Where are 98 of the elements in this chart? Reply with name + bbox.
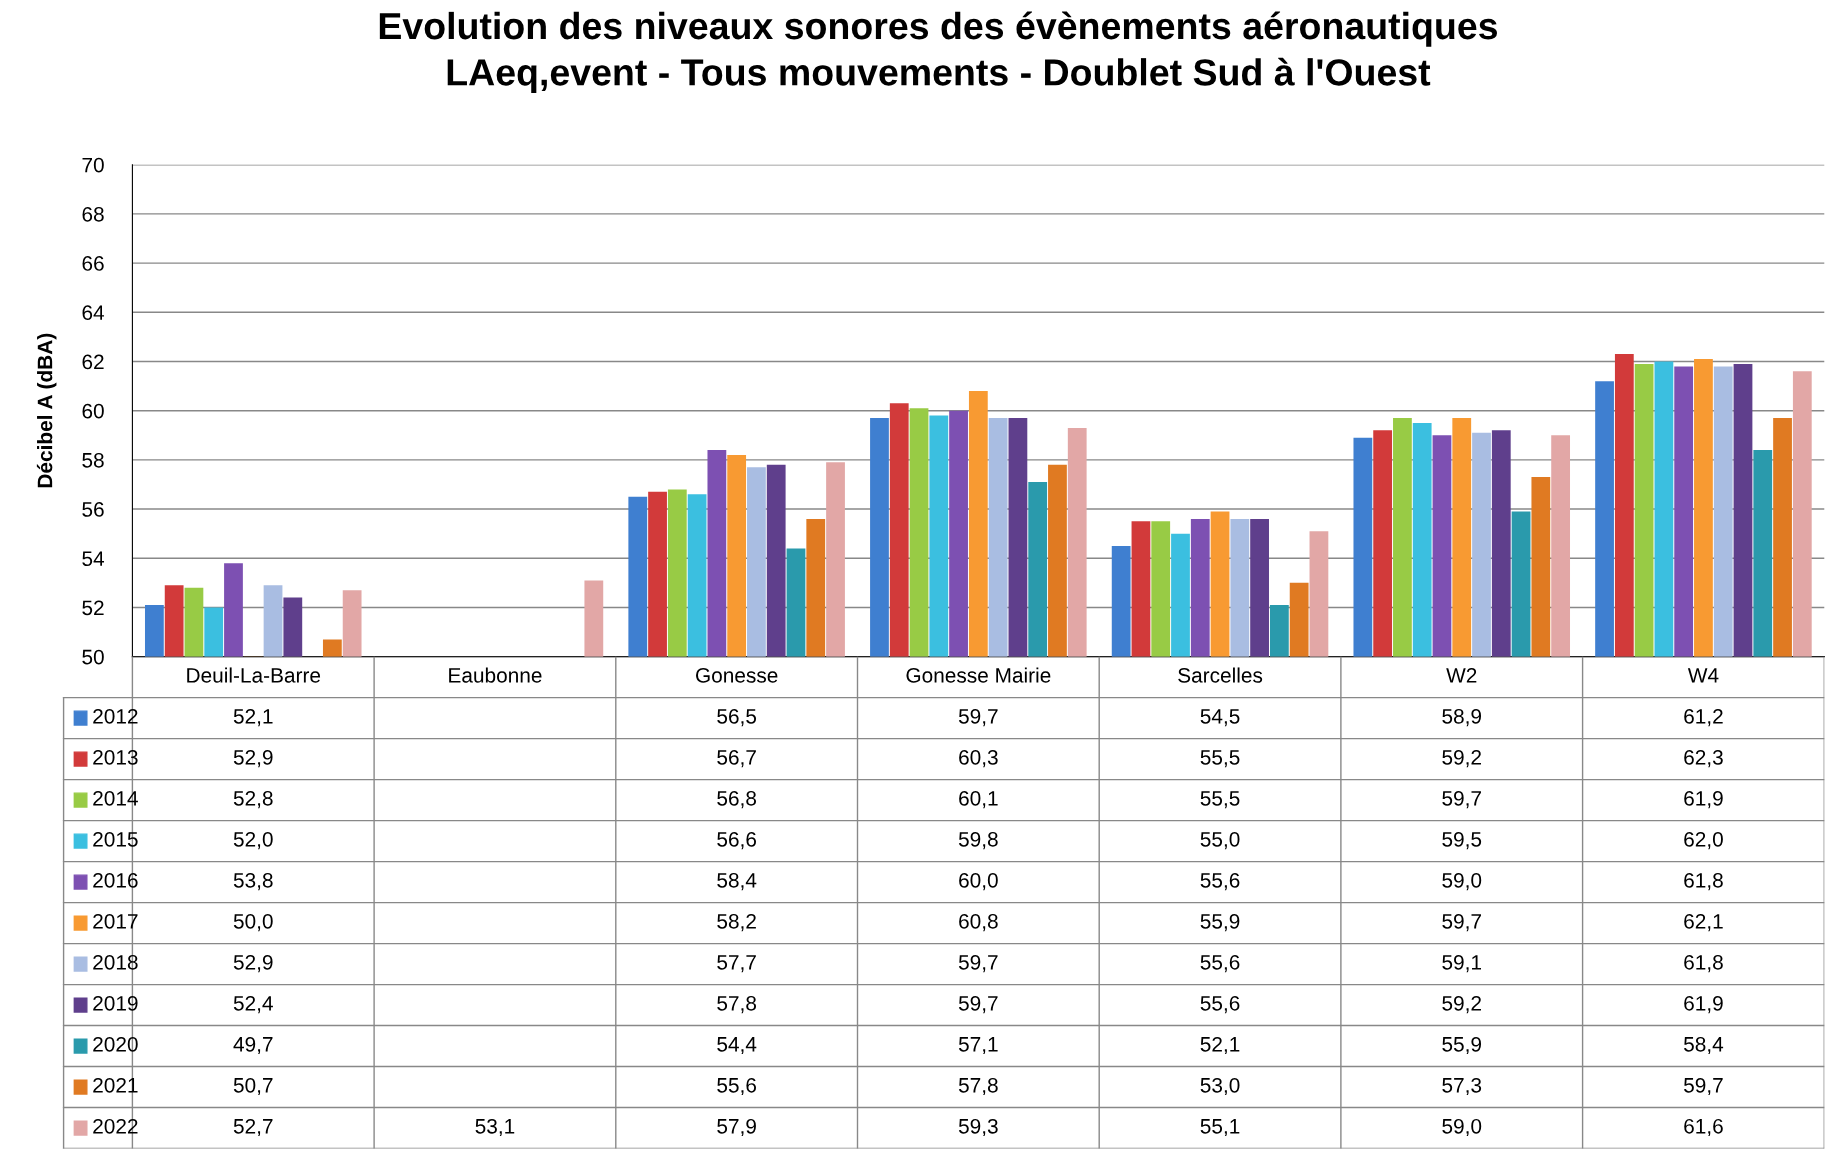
data-label: 54,4 bbox=[717, 1037, 757, 1055]
data-label: 59,7 bbox=[958, 995, 998, 1014]
data-label: 56,5 bbox=[717, 708, 757, 727]
data-label: 57,7 bbox=[717, 955, 756, 973]
legend-label: 2017 bbox=[93, 913, 138, 929]
data-label: 61,8 bbox=[1684, 954, 1723, 973]
legend-label: 2021 bbox=[93, 1077, 138, 1093]
data-label: 62,3 bbox=[1684, 749, 1723, 768]
data-label: 52,7 bbox=[233, 1118, 273, 1137]
data-label: 58,4 bbox=[717, 872, 757, 891]
x-tick-label: W4 bbox=[1687, 668, 1719, 683]
data-label: 52,1 bbox=[233, 708, 273, 727]
data-label: 62,1 bbox=[1684, 913, 1723, 932]
y-tick-label: 58 bbox=[82, 452, 104, 468]
data-label: 55,6 bbox=[1200, 995, 1240, 1014]
x-tick-label: Eaubonne bbox=[449, 667, 542, 683]
data-label: 59,7 bbox=[1442, 790, 1481, 809]
data-label: 59,2 bbox=[1442, 749, 1481, 768]
data-label: 62,0 bbox=[1684, 831, 1723, 850]
y-tick-label: 62 bbox=[82, 354, 104, 370]
legend-label: 2014 bbox=[93, 790, 138, 806]
data-label: 52,8 bbox=[233, 790, 273, 809]
x-tick-label: Sarcelles bbox=[1178, 667, 1263, 683]
data-label: 59,7 bbox=[958, 954, 998, 973]
y-tick-label: 50 bbox=[82, 649, 104, 665]
data-label: 61,9 bbox=[1684, 995, 1723, 1014]
data-label: 53,8 bbox=[233, 872, 273, 891]
data-label: 60,8 bbox=[959, 913, 998, 932]
y-tick-label: 60 bbox=[82, 403, 104, 419]
data-label: 59,7 bbox=[958, 708, 998, 727]
data-label: 55,5 bbox=[1200, 791, 1240, 809]
data-label: 52,0 bbox=[233, 831, 273, 850]
data-label: 58,2 bbox=[717, 913, 756, 932]
y-tick-label: 66 bbox=[82, 256, 104, 271]
x-tick-label: W2 bbox=[1446, 667, 1477, 683]
data-label: 55,1 bbox=[1200, 1119, 1240, 1137]
data-label: 57,8 bbox=[958, 1077, 998, 1096]
y-tick-label: 56 bbox=[82, 502, 104, 517]
y-axis-title: Décibel A (dBA) bbox=[36, 333, 57, 488]
data-label: 53,1 bbox=[475, 1118, 515, 1137]
x-tick-label: Deuil-La-Barre bbox=[187, 667, 321, 683]
data-label: 61,2 bbox=[1684, 708, 1723, 727]
legend-label: 2012 bbox=[93, 708, 138, 724]
data-label: 59,8 bbox=[958, 831, 998, 850]
y-tick-label: 70 bbox=[82, 157, 104, 173]
data-label: 61,6 bbox=[1684, 1118, 1723, 1137]
data-label: 52,4 bbox=[233, 995, 273, 1014]
data-label: 59,3 bbox=[958, 1118, 998, 1137]
data-label: 61,8 bbox=[1684, 872, 1723, 891]
data-label: 50,7 bbox=[233, 1077, 273, 1096]
text: 49,7 bbox=[233, 1036, 273, 1055]
data-label: 55,6 bbox=[717, 1077, 757, 1096]
data-label: 60,3 bbox=[959, 749, 998, 768]
data-label: 54,5 bbox=[1200, 709, 1240, 727]
data-label: 52,9 bbox=[233, 749, 273, 768]
data-label: 59,0 bbox=[1442, 1118, 1482, 1137]
data-label: 57,9 bbox=[717, 1118, 756, 1137]
chart-title: Evolution des niveaux sonores des évènements aéronautiques LAeq,event - Tous mouvements - Doublet Sud à l'Ouest bbox=[379, 11, 1497, 94]
data-label: 53,0 bbox=[1200, 1077, 1240, 1096]
legend-label: 2015 bbox=[93, 831, 138, 847]
data-label: 55,5 bbox=[1200, 750, 1240, 768]
data-label: 57,1 bbox=[958, 1037, 998, 1055]
data-label: 55,9 bbox=[1442, 1036, 1482, 1055]
data-label: 57,8 bbox=[717, 995, 757, 1014]
legend-label: 2020 bbox=[93, 1036, 138, 1052]
y-tick-label: 54 bbox=[82, 551, 105, 567]
data-label: 52,9 bbox=[233, 954, 273, 973]
data-label: 52,1 bbox=[1200, 1036, 1240, 1055]
data-label: 58,4 bbox=[1684, 1036, 1724, 1055]
data-label: 59,0 bbox=[1442, 872, 1482, 891]
legend-label: 2013 bbox=[93, 749, 138, 765]
legend-label: 2022 bbox=[93, 1118, 138, 1134]
legend-label: 2016 bbox=[93, 872, 138, 888]
data-label: 55,9 bbox=[1200, 913, 1240, 932]
data-label: 56,8 bbox=[717, 790, 757, 809]
x-tick-label: Gonesse bbox=[696, 667, 778, 683]
data-label: 55,0 bbox=[1200, 831, 1240, 850]
data-label: 61,9 bbox=[1684, 790, 1723, 809]
y-tick-label: 52 bbox=[82, 600, 104, 616]
x-tick-label: Gonesse Mairie bbox=[906, 667, 1051, 683]
data-label: 59,2 bbox=[1442, 995, 1481, 1014]
data-label: 59,1 bbox=[1442, 954, 1481, 973]
data-label: 60,0 bbox=[959, 872, 998, 891]
data-label: 56,6 bbox=[717, 831, 757, 850]
y-tick-label: 68 bbox=[82, 206, 104, 222]
legend-label: 2018 bbox=[93, 954, 138, 970]
data-label: 58,9 bbox=[1442, 708, 1482, 727]
data-label: 59,5 bbox=[1442, 831, 1482, 850]
data-label: 55,6 bbox=[1200, 872, 1240, 891]
data-label: 50,0 bbox=[233, 913, 273, 932]
data-label: 59,7 bbox=[1442, 913, 1481, 932]
y-tick-label: 64 bbox=[82, 305, 105, 321]
data-label: 56,7 bbox=[717, 749, 756, 768]
data-label: 59,7 bbox=[1684, 1077, 1723, 1096]
data-label: 60,1 bbox=[959, 790, 998, 809]
data-label: 55,6 bbox=[1200, 954, 1240, 973]
data-label: 57,3 bbox=[1442, 1077, 1482, 1096]
legend-label: 2019 bbox=[93, 995, 138, 1011]
